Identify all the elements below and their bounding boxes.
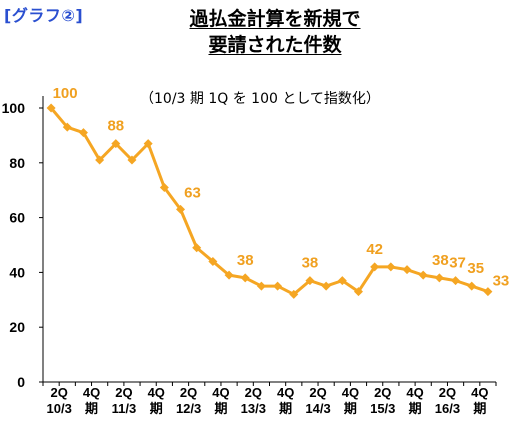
data-point-marker	[370, 262, 380, 272]
data-point-marker	[321, 281, 331, 291]
chart-subtitle: （10/3 期 1Q を 100 として指数化）	[140, 91, 380, 107]
x-tick-label-quarter: 4Q	[83, 385, 100, 400]
data-point-marker	[240, 273, 250, 283]
x-tick-label-quarter: 2Q	[115, 385, 132, 400]
data-point-marker	[273, 281, 283, 291]
series-line	[49, 107, 489, 296]
x-tick-label-quarter: 4Q	[212, 385, 229, 400]
y-tick-label: 0	[17, 374, 25, 390]
x-tick-label-period: 15/3	[370, 401, 395, 416]
data-point-marker	[143, 139, 153, 149]
data-point-marker	[176, 204, 186, 214]
chart-axes	[42, 96, 496, 383]
y-tick-label: 60	[9, 210, 25, 226]
data-label: 42	[366, 241, 383, 258]
x-tick-label-period: 期	[473, 401, 486, 416]
x-tick-label-quarter: 2Q	[180, 385, 197, 400]
data-label: 38	[302, 255, 319, 272]
x-tick-label-period: 期	[279, 401, 292, 416]
x-tick-label-quarter: 2Q	[51, 385, 68, 400]
data-point-marker	[337, 276, 347, 286]
data-point-marker	[386, 262, 396, 272]
data-label: 35	[467, 260, 484, 277]
data-point-marker	[289, 289, 299, 299]
data-point-marker	[402, 265, 412, 275]
data-point-marker	[78, 128, 88, 138]
x-tick-label-quarter: 4Q	[277, 385, 294, 400]
data-point-marker	[192, 243, 202, 253]
x-tick-label-quarter: 4Q	[471, 385, 488, 400]
y-tick-label: 80	[9, 155, 25, 171]
x-tick-label-period: 11/3	[112, 401, 137, 416]
chart-title-line-1: 過払金計算を新規で	[189, 8, 361, 30]
y-tick-label: 20	[9, 319, 25, 335]
data-point-marker	[46, 103, 56, 113]
data-point-marker	[111, 139, 121, 149]
chart-title-line-2: 要請された件数	[208, 34, 342, 56]
data-point-marker	[353, 287, 363, 297]
data-point-marker	[208, 256, 218, 266]
data-point-marker	[62, 122, 72, 132]
y-axis-ticks: 0 20 40 60 80 100	[2, 100, 43, 390]
data-point-marker	[127, 155, 137, 165]
data-point-marker	[467, 281, 477, 291]
data-point-marker	[483, 287, 493, 297]
x-tick-label-period: 14/3	[305, 401, 330, 416]
data-label: 38	[237, 252, 254, 269]
data-label: 37	[449, 255, 466, 272]
y-tick-label: 40	[9, 264, 25, 280]
data-point-marker	[305, 276, 315, 286]
figure-label: [グラフ②]	[4, 6, 84, 25]
data-point-marker	[418, 270, 428, 280]
x-tick-label-quarter: 4Q	[406, 385, 423, 400]
data-label: 38	[432, 252, 449, 269]
x-tick-label-period: 期	[150, 401, 163, 416]
data-point-marker	[95, 155, 105, 165]
x-tick-label-period: 12/3	[176, 401, 201, 416]
data-label: 63	[184, 184, 201, 201]
x-axis-ticks: 2Q10/34Q期2Q11/34Q期2Q12/34Q期2Q13/34Q期2Q14…	[42, 382, 497, 416]
x-tick-label-period: 期	[344, 401, 357, 416]
x-tick-label-quarter: 4Q	[342, 385, 359, 400]
x-tick-label-quarter: 2Q	[374, 385, 391, 400]
x-tick-label-period: 期	[85, 401, 98, 416]
x-tick-label-quarter: 2Q	[439, 385, 456, 400]
data-point-marker	[159, 182, 169, 192]
x-tick-label-period: 13/3	[241, 401, 266, 416]
data-point-marker	[256, 281, 266, 291]
x-tick-label-quarter: 2Q	[245, 385, 262, 400]
y-tick-label: 100	[2, 100, 26, 116]
x-tick-label-period: 16/3	[435, 401, 460, 416]
series-group	[46, 103, 493, 299]
data-point-marker	[451, 276, 461, 286]
x-tick-label-period: 期	[214, 401, 227, 416]
x-tick-label-quarter: 4Q	[148, 385, 165, 400]
x-tick-label-period: 期	[409, 401, 422, 416]
x-tick-label-period: 10/3	[47, 401, 72, 416]
data-label: 100	[53, 85, 78, 102]
data-label: 33	[493, 273, 510, 290]
x-tick-label-quarter: 2Q	[309, 385, 326, 400]
data-point-marker	[434, 273, 444, 283]
data-point-marker	[224, 270, 234, 280]
data-label: 88	[107, 118, 124, 135]
chart-title: 過払金計算を新規で 要請された件数	[150, 6, 400, 58]
